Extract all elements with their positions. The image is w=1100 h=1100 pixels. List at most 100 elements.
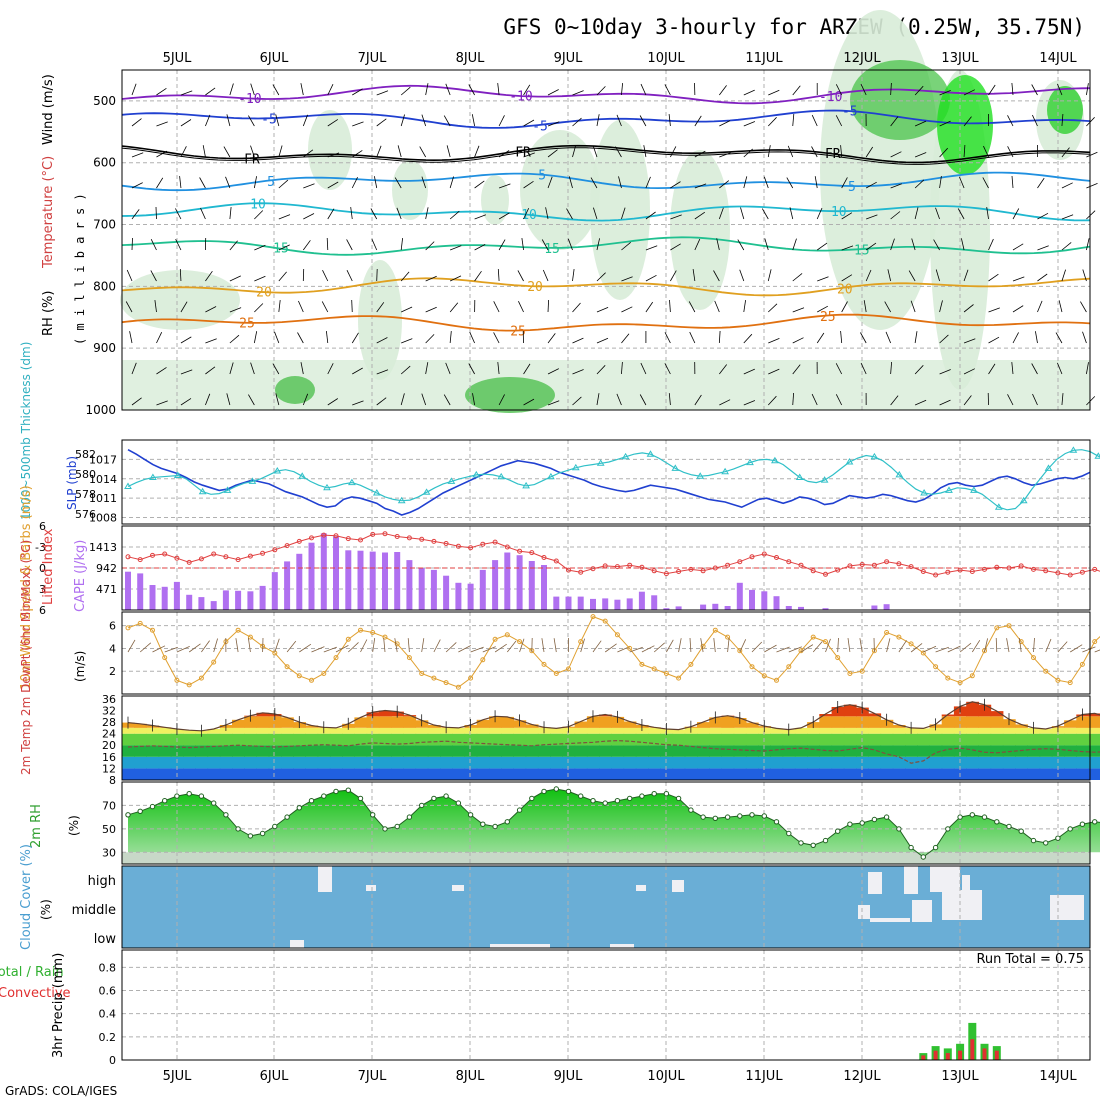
temp-fill-band (819, 714, 833, 717)
pressure-tick-label: 500 (93, 94, 116, 108)
temp-fill-band (317, 768, 331, 780)
wind-barb (670, 270, 677, 282)
temp-fill-band (195, 768, 209, 780)
temp-fill-band (929, 768, 943, 780)
wind-barb (139, 642, 152, 653)
temp-fill-band (183, 730, 196, 734)
chart-title: GFS 0~10day 3-hourly for ARZEW (0.25W, 3… (503, 15, 1085, 39)
temp-fill-band (562, 768, 576, 780)
wind-barb (248, 115, 255, 127)
wind-barb (792, 392, 794, 406)
temp-tick-label: 20 (102, 739, 116, 752)
wind-barb (443, 115, 451, 127)
wind-barb (351, 332, 359, 344)
wind-barb (939, 176, 942, 189)
temp-fill-band (403, 733, 417, 746)
wind-barb (890, 361, 892, 375)
temp-fill-band (966, 733, 979, 746)
thickness-point (1044, 464, 1053, 471)
wind-barb (640, 362, 647, 375)
li-point (223, 554, 229, 560)
wind-barb (908, 270, 916, 282)
wind-panel: 6 4 2 (m/s) (73, 611, 1100, 695)
wind-barb (156, 177, 164, 189)
isotherm-label: -5 (842, 105, 858, 120)
wind-barb (202, 145, 206, 158)
temp-fill-band (782, 745, 796, 757)
rh-shade (481, 175, 509, 225)
wind-barb (175, 208, 182, 220)
wind-barb (213, 638, 218, 653)
wind-speed-point (480, 657, 486, 663)
wind-speed-point (663, 671, 669, 676)
li-point (566, 567, 571, 573)
temp2m-label: 2m Temp 2m DewPt (6hr Min/Max) (°C) (19, 540, 33, 775)
temp-fill-band (354, 745, 368, 757)
wind-barb (935, 207, 940, 220)
wind-barb (841, 301, 848, 313)
rh-point (467, 812, 474, 818)
temp-fill-band (244, 745, 257, 757)
wind-speed-point (174, 677, 180, 683)
temp-fill-band (1039, 733, 1053, 746)
temp-fill-band (195, 756, 209, 769)
wind-barb (1012, 208, 1020, 220)
temp-fill-band (256, 727, 270, 734)
thickness-point (422, 488, 431, 495)
temp-fill-band (586, 745, 600, 757)
wind-barb (887, 269, 892, 282)
temp-fill-band (733, 768, 747, 780)
temp-fill-band (342, 768, 355, 780)
wind-barb (229, 275, 241, 282)
li-point (1055, 570, 1061, 576)
temp-fill-band (1027, 768, 1041, 780)
temp-fill-band (489, 768, 502, 780)
wind-speed-point (761, 673, 767, 679)
wind-barb (835, 115, 843, 127)
temp-fill-band (464, 745, 478, 757)
temp-fill-band (378, 727, 392, 734)
day-tick-label-top: 7JUL (358, 51, 388, 66)
wind-barb (792, 273, 803, 282)
temp-fill-band (562, 756, 576, 769)
isotherm-label: 10 (521, 208, 537, 223)
rh-point (565, 788, 572, 795)
wind-barb (694, 115, 702, 127)
temp-fill-band (807, 733, 820, 746)
temp-fill-band (990, 745, 1004, 757)
wind-speed-point (321, 671, 327, 676)
wind-barb (446, 145, 451, 158)
thickness-tick-label: 580 (75, 468, 96, 481)
thickness-point (298, 472, 307, 479)
wind-barb (645, 211, 656, 220)
wind-barb (458, 645, 471, 653)
cape-bar (638, 591, 645, 610)
li-point (700, 568, 706, 574)
temp-fill-band (354, 717, 368, 728)
wind-barb (303, 183, 315, 189)
wind-speed-point (676, 675, 682, 681)
wind-barb (471, 114, 476, 127)
wind-barb (923, 645, 937, 653)
temp-fill-band (305, 725, 319, 728)
wind-barb (615, 146, 622, 158)
wind-barb (156, 367, 167, 375)
cape-bar (712, 603, 719, 610)
wind-barb (553, 638, 557, 653)
wind-barb (811, 146, 818, 158)
temp-fill-band (929, 756, 943, 769)
li-point (1067, 572, 1073, 578)
temp-fill-band (831, 716, 845, 728)
isotherm-label: 5 (267, 175, 275, 190)
li-point (370, 531, 376, 537)
pressure-tick-label: 800 (93, 279, 116, 293)
rh-point (1079, 821, 1086, 827)
wind-barb (1007, 115, 1014, 127)
isotherm-label: FR (515, 145, 531, 160)
wind-barb (621, 83, 623, 96)
wind-barb (1061, 147, 1070, 158)
panel-frame (121, 611, 1091, 695)
wind-barb (935, 269, 940, 282)
wind-barb (837, 637, 839, 653)
wind-barb (286, 640, 297, 653)
